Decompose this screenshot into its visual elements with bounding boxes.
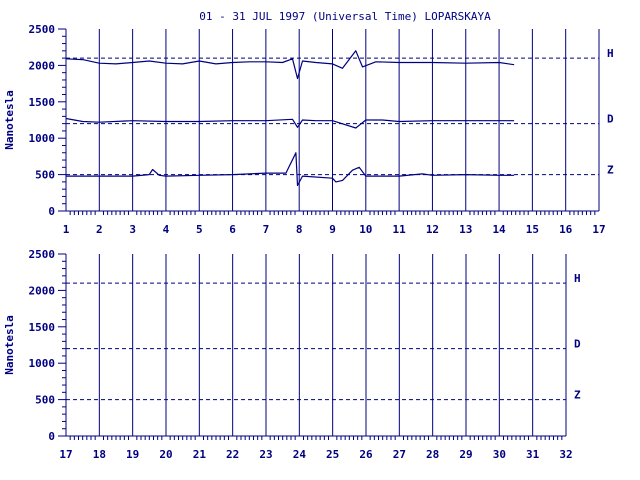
y-tick-label: 1500 (29, 321, 56, 334)
x-tick-label: 18 (93, 448, 106, 461)
y-tick-label: 2000 (29, 284, 56, 297)
component-label-z: Z (574, 389, 581, 402)
x-tick-label: 16 (559, 223, 573, 236)
x-tick-label: 10 (359, 223, 372, 236)
y-tick-label: 0 (48, 205, 55, 218)
x-tick-label: 30 (493, 448, 506, 461)
component-label-z: Z (607, 164, 614, 177)
x-tick-label: 11 (393, 223, 407, 236)
y-tick-label: 500 (35, 169, 55, 182)
x-tick-label: 20 (159, 448, 172, 461)
y-tick-label: 0 (48, 430, 55, 443)
y-tick-label: 2500 (29, 248, 56, 261)
y-tick-label: 1000 (29, 132, 56, 145)
x-tick-label: 13 (459, 223, 472, 236)
x-tick-label: 23 (259, 448, 272, 461)
x-tick-label: 21 (193, 448, 207, 461)
x-tick-label: 9 (329, 223, 336, 236)
x-tick-label: 6 (229, 223, 236, 236)
x-tick-label: 17 (592, 223, 605, 236)
chart-title: 01 - 31 JUL 1997 (Universal Time) LOPARS… (199, 10, 491, 23)
trace-z (66, 152, 515, 187)
x-tick-label: 32 (559, 448, 572, 461)
x-tick-label: 27 (393, 448, 406, 461)
y-tick-label: 2500 (29, 23, 56, 36)
top-panel: 1 2 3 4 5 6 7 8 9 10 11 12 13 14 15 16 17050010001500200… (3, 23, 614, 236)
x-tick-label: 5 (196, 223, 203, 236)
x-tick-label: 22 (226, 448, 239, 461)
y-tick-label: 2000 (29, 59, 56, 72)
x-tick-label: 19 (126, 448, 139, 461)
x-tick-label: 14 (492, 223, 506, 236)
trace-d (65, 117, 515, 129)
x-tick-label: 8 (296, 223, 303, 236)
component-label-d: D (607, 113, 614, 126)
x-tick-label: 28 (426, 448, 439, 461)
y-tick-label: 1500 (29, 96, 56, 109)
y-tick-label: 1000 (29, 357, 56, 370)
component-label-d: D (574, 338, 581, 351)
trace-h (65, 50, 515, 80)
x-tick-label: 29 (459, 448, 472, 461)
x-tick-label: 1 (63, 223, 70, 236)
x-tick-label: 24 (293, 448, 307, 461)
x-tick-label: 3 (129, 223, 136, 236)
bottom-panel: 17 18 19 20 21 22 23 24 25 26 27 28 29 30 31 32 0 500 1000… (3, 248, 581, 461)
x-tick-label: 17 (59, 448, 72, 461)
y-tick-label: 500 (35, 394, 55, 407)
x-tick-label: 25 (326, 448, 339, 461)
x-tick-label: 7 (263, 223, 270, 236)
x-tick-label: 4 (163, 223, 170, 236)
component-label-h: H (574, 272, 581, 285)
x-tick-label: 31 (526, 448, 540, 461)
component-label-h: H (607, 47, 614, 60)
x-tick-label: 2 (96, 223, 103, 236)
x-tick-label: 26 (359, 448, 373, 461)
y-axis-label: Nanotesla (3, 90, 16, 150)
y-axis-label: Nanotesla (3, 315, 16, 375)
x-tick-label: 12 (426, 223, 439, 236)
x-tick-label: 15 (526, 223, 539, 236)
